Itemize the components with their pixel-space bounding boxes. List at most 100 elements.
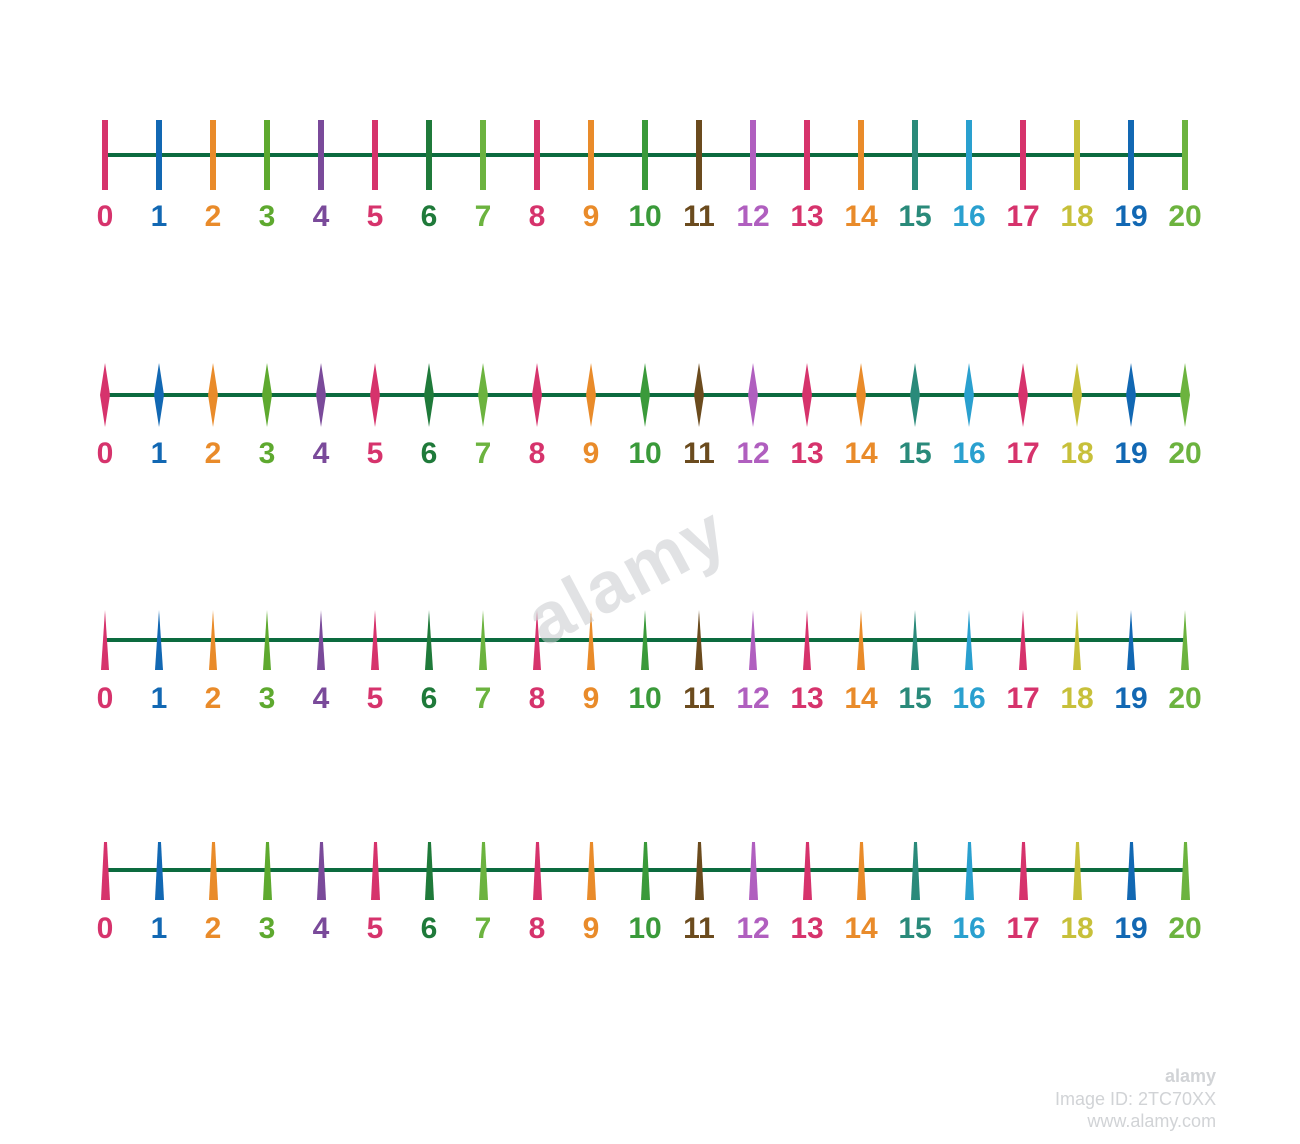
tick-mark-icon <box>640 610 650 670</box>
tick-mark-icon <box>857 120 865 190</box>
tick-mark-icon <box>423 363 435 427</box>
tick-mark-icon <box>208 610 218 670</box>
tick-mark-icon <box>1180 610 1190 670</box>
tick-mark-icon <box>532 610 542 670</box>
tick-mark-icon <box>478 842 489 900</box>
tick-mark-icon <box>479 120 487 190</box>
tick-label-16: 16 <box>952 682 985 716</box>
tick-mark-icon <box>1018 842 1029 900</box>
tick-label-1: 1 <box>151 437 168 471</box>
tick-mark-icon <box>99 363 111 427</box>
tick-label-4: 4 <box>313 682 330 716</box>
tick-label-20: 20 <box>1168 437 1201 471</box>
tick-label-8: 8 <box>529 912 546 946</box>
tick-label-14: 14 <box>844 912 877 946</box>
tick-mark-icon <box>910 842 921 900</box>
tick-mark-icon <box>1018 610 1028 670</box>
tick-mark-icon <box>317 120 325 190</box>
tick-mark-icon <box>963 363 975 427</box>
tick-mark-icon <box>801 363 813 427</box>
tick-label-11: 11 <box>683 682 715 716</box>
tick-label-0: 0 <box>97 200 114 234</box>
tick-mark-icon <box>802 610 812 670</box>
tick-mark-icon <box>964 842 975 900</box>
tick-mark-icon <box>262 842 273 900</box>
tick-mark-icon <box>1072 610 1082 670</box>
tick-label-7: 7 <box>475 912 492 946</box>
tick-label-0: 0 <box>97 437 114 471</box>
tick-label-10: 10 <box>628 437 661 471</box>
tick-mark-icon <box>532 842 543 900</box>
tick-label-5: 5 <box>367 682 384 716</box>
tick-mark-icon <box>154 842 165 900</box>
tick-label-17: 17 <box>1006 682 1039 716</box>
tick-label-9: 9 <box>583 682 600 716</box>
tick-mark-icon <box>315 363 327 427</box>
tick-mark-icon <box>316 610 326 670</box>
tick-mark-icon <box>100 842 111 900</box>
tick-label-6: 6 <box>421 200 438 234</box>
tick-mark-icon <box>694 610 704 670</box>
tick-label-15: 15 <box>898 437 931 471</box>
tick-mark-icon <box>748 842 759 900</box>
tick-mark-icon <box>587 120 595 190</box>
tick-mark-icon <box>425 120 433 190</box>
tick-mark-icon <box>586 610 596 670</box>
tick-mark-icon <box>207 363 219 427</box>
tick-label-11: 11 <box>683 912 715 946</box>
tick-mark-icon <box>208 842 219 900</box>
tick-label-8: 8 <box>529 682 546 716</box>
tick-mark-icon <box>640 842 651 900</box>
tick-label-2: 2 <box>205 912 222 946</box>
tick-label-13: 13 <box>790 912 823 946</box>
tick-mark-icon <box>316 842 327 900</box>
tick-mark-icon <box>1127 120 1135 190</box>
tick-label-5: 5 <box>367 912 384 946</box>
tick-mark-icon <box>1071 363 1083 427</box>
tick-label-19: 19 <box>1114 200 1147 234</box>
tick-label-4: 4 <box>313 437 330 471</box>
watermark-corner: alamy Image ID: 2TC70XX www.alamy.com <box>1055 1065 1216 1133</box>
tick-mark-icon <box>477 363 489 427</box>
tick-label-15: 15 <box>898 912 931 946</box>
tick-label-14: 14 <box>844 437 877 471</box>
tick-label-12: 12 <box>736 437 769 471</box>
tick-mark-icon <box>1181 120 1189 190</box>
tick-mark-icon <box>478 610 488 670</box>
tick-label-20: 20 <box>1168 912 1201 946</box>
tick-label-7: 7 <box>475 437 492 471</box>
tick-label-20: 20 <box>1168 200 1201 234</box>
tick-label-15: 15 <box>898 682 931 716</box>
tick-label-5: 5 <box>367 437 384 471</box>
tick-mark-icon <box>262 610 272 670</box>
tick-label-3: 3 <box>259 912 276 946</box>
tick-label-16: 16 <box>952 437 985 471</box>
tick-mark-icon <box>1126 610 1136 670</box>
tick-mark-icon <box>533 120 541 190</box>
tick-mark-icon <box>1126 842 1137 900</box>
tick-mark-icon <box>370 842 381 900</box>
tick-label-15: 15 <box>898 200 931 234</box>
tick-label-6: 6 <box>421 682 438 716</box>
tick-mark-icon <box>1180 842 1191 900</box>
tick-mark-icon <box>531 363 543 427</box>
tick-mark-icon <box>748 610 758 670</box>
tick-label-18: 18 <box>1060 437 1093 471</box>
watermark-corner-brand: alamy <box>1055 1065 1216 1088</box>
tick-label-9: 9 <box>583 437 600 471</box>
tick-label-4: 4 <box>313 200 330 234</box>
tick-mark-icon <box>695 120 703 190</box>
tick-mark-icon <box>424 610 434 670</box>
tick-label-14: 14 <box>844 200 877 234</box>
tick-label-12: 12 <box>736 200 769 234</box>
tick-label-19: 19 <box>1114 682 1147 716</box>
tick-label-5: 5 <box>367 200 384 234</box>
tick-label-0: 0 <box>97 682 114 716</box>
tick-mark-icon <box>856 610 866 670</box>
tick-mark-icon <box>749 120 757 190</box>
tick-label-11: 11 <box>683 437 715 471</box>
tick-mark-icon <box>856 842 867 900</box>
tick-label-19: 19 <box>1114 912 1147 946</box>
tick-label-13: 13 <box>790 682 823 716</box>
tick-mark-icon <box>964 610 974 670</box>
